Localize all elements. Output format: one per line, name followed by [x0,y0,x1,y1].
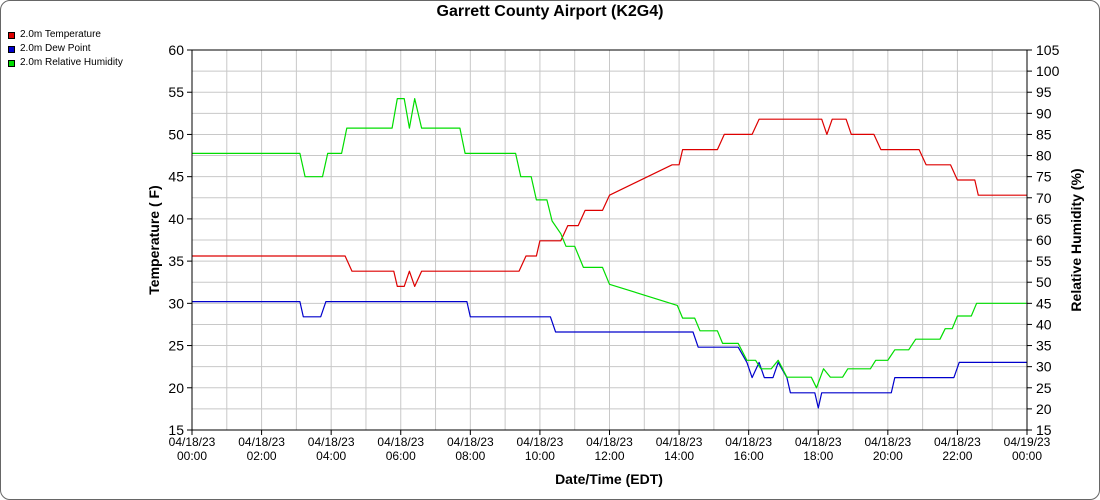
x-tick-label-time: 22:00 [942,449,972,463]
right-axis-ticks: 15 20 25 30 35 40 45 50 55 60 65 70 75 80 85 90 95 100 105 [1027,42,1060,438]
legend-swatch-dew-point [8,45,15,53]
series-line-dew-point [192,301,1027,409]
left-tick-label: 40 [168,211,184,227]
x-tick-label-date: 04/18/23 [377,435,424,449]
right-tick-label: 20 [1036,401,1052,417]
chart-title: Garrett County Airport (K2G4) [436,3,664,20]
right-tick-label: 75 [1036,169,1052,185]
right-tick-label: 45 [1036,295,1052,311]
left-axis-ticks: 15 20 25 30 35 40 45 50 55 60 [168,42,192,438]
x-tick-label-date: 04/18/23 [795,435,842,449]
right-tick-label: 65 [1036,211,1052,227]
left-tick-label: 55 [168,84,184,100]
x-tick-label-time: 14:00 [664,449,694,463]
right-tick-label: 105 [1036,42,1060,58]
left-tick-label: 45 [168,169,184,185]
chart-legend: 2.0m Temperature 2.0m Dew Point 2.0m Rel… [8,28,123,70]
series-line-relative-humidity [192,97,1027,389]
right-tick-label: 95 [1036,84,1052,100]
right-tick-label: 15 [1036,422,1052,438]
x-tick-label-time: 04:00 [316,449,346,463]
x-tick-label-time: 06:00 [386,449,416,463]
x-tick-label-date: 04/18/23 [934,435,981,449]
legend-label-temperature: 2.0m Temperature [20,29,101,40]
x-tick-label-time: 20:00 [873,449,903,463]
right-tick-label: 30 [1036,359,1052,375]
right-tick-label: 60 [1036,232,1052,248]
x-tick-label-time: 08:00 [455,449,485,463]
x-tick-label-date: 04/18/23 [169,435,216,449]
left-tick-label: 35 [168,253,184,269]
right-tick-label: 25 [1036,380,1052,396]
left-tick-label: 50 [168,126,184,142]
right-tick-label: 50 [1036,274,1052,290]
x-tick-label-date: 04/19/23 [1004,435,1051,449]
x-axis-label: Date/Time (EDT) [555,471,663,487]
y-axis-left-label: Temperature ( F) [146,185,162,294]
left-tick-label: 15 [168,422,184,438]
x-tick-label-date: 04/18/23 [656,435,703,449]
right-tick-label: 70 [1036,190,1052,206]
x-axis-ticks: 04/18/2300:0004/18/2302:0004/18/2304:000… [169,430,1051,463]
x-tick-label-date: 04/18/23 [308,435,355,449]
x-tick-label-date: 04/18/23 [586,435,633,449]
legend-item-relative-humidity: 2.0m Relative Humidity [8,56,123,70]
left-tick-label: 30 [168,295,184,311]
chart-grid [192,49,1027,431]
right-tick-label: 100 [1036,63,1060,79]
x-tick-label-time: 02:00 [247,449,277,463]
x-tick-label-time: 12:00 [594,449,624,463]
y-axis-right-label: Relative Humidity (%) [1068,168,1084,311]
right-tick-label: 80 [1036,148,1052,164]
legend-swatch-relative-humidity [8,59,15,67]
x-tick-label-date: 04/18/23 [517,435,564,449]
right-tick-label: 85 [1036,126,1052,142]
left-tick-label: 60 [168,42,184,58]
left-tick-label: 25 [168,338,184,354]
legend-label-relative-humidity: 2.0m Relative Humidity [20,57,123,68]
x-tick-label-time: 18:00 [803,449,833,463]
left-tick-label: 20 [168,380,184,396]
legend-item-temperature: 2.0m Temperature [8,28,123,42]
legend-item-dew-point: 2.0m Dew Point [8,42,123,56]
legend-swatch-temperature [8,31,15,39]
x-tick-label-time: 10:00 [525,449,555,463]
x-tick-label-date: 04/18/23 [864,435,911,449]
x-tick-label-time: 00:00 [177,449,207,463]
x-tick-label-date: 04/18/23 [238,435,285,449]
x-tick-label-date: 04/18/23 [725,435,772,449]
right-tick-label: 35 [1036,338,1052,354]
x-tick-label-date: 04/18/23 [447,435,494,449]
right-tick-label: 40 [1036,316,1052,332]
right-tick-label: 90 [1036,105,1052,121]
series-line-temperature [192,118,1027,287]
x-tick-label-time: 16:00 [734,449,764,463]
right-tick-label: 55 [1036,253,1052,269]
x-tick-label-time: 00:00 [1012,449,1042,463]
legend-label-dew-point: 2.0m Dew Point [20,43,91,54]
series-layer [192,97,1027,409]
